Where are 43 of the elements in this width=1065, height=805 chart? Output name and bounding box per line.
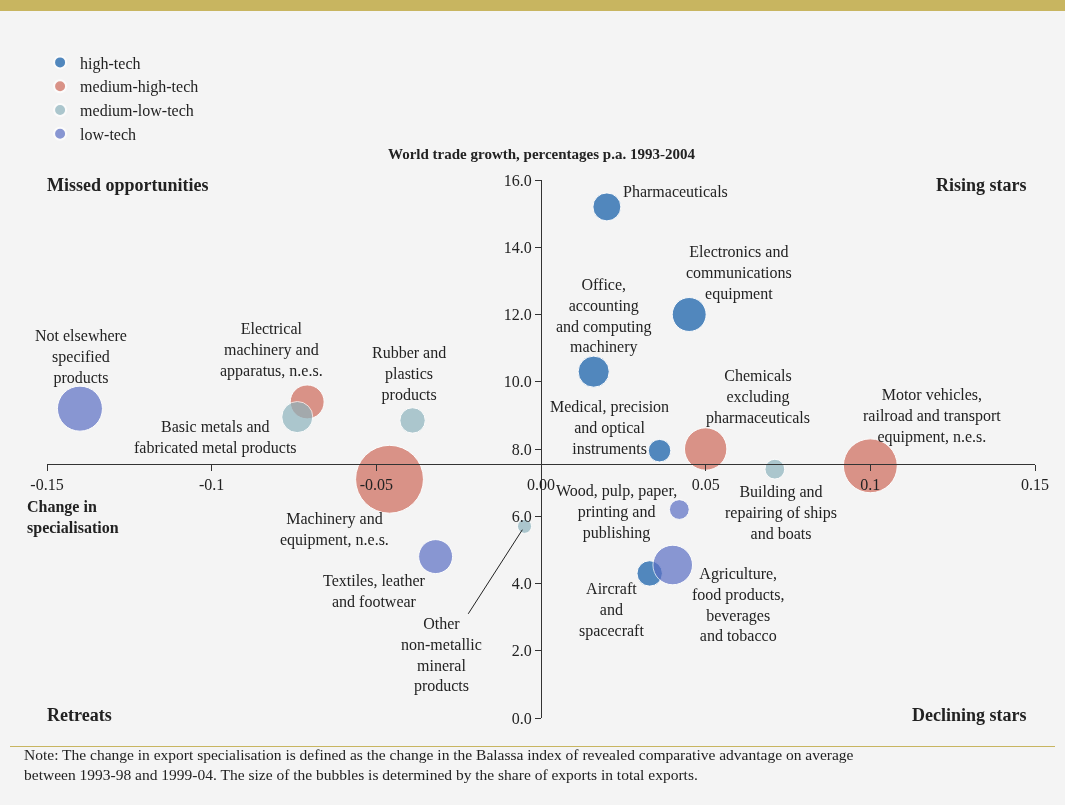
- annotation: Declining stars: [912, 705, 1027, 725]
- x-tick-label: -0.15: [30, 476, 64, 494]
- annotation: Agriculture, food products, beverages and tobacco: [692, 565, 785, 645]
- x-tick-label: -0.1: [199, 476, 225, 494]
- annotation: Machinery and equipment, n.e.s.: [280, 510, 389, 549]
- y-tick-label: 8.0: [511, 440, 532, 458]
- legend-label: low-tech: [80, 126, 137, 144]
- annotation: Rubber and plastics products: [372, 344, 447, 404]
- y-tick-label: 14.0: [503, 238, 532, 256]
- legend-label: high-tech: [80, 54, 141, 73]
- x-tick-label: 0.15: [1021, 476, 1049, 494]
- y-tick-label: 6.0: [511, 507, 532, 525]
- y-tick-label: 10.0: [503, 373, 532, 391]
- x-tick-label: 0.05: [691, 476, 720, 494]
- annotation: Not elsewhere specified products: [35, 327, 127, 387]
- annotation: Missed opportunities: [47, 175, 209, 195]
- y-tick-label: 4.0: [511, 575, 532, 593]
- text: Note: The change in export specialisation is defined as the change in the Balassa index of revealed comparative advantage on average between 1993-98 and 1999-04. The size of the bubbles is determined by the share of exports in total exports.: [24, 746, 854, 784]
- annotation: Textiles, leather and footwear: [323, 572, 426, 610]
- x-tick-label: 0.1: [860, 476, 881, 494]
- y-tick-label: 16.0: [503, 171, 532, 189]
- y-axis-title: World trade growth, percentages p.a. 1993-2004: [388, 146, 696, 162]
- annotation: Electronics and communications equipment: [686, 243, 792, 303]
- annotation: Basic metals and fabricated metal products: [134, 418, 297, 457]
- annotation: Office, accounting and computing machinery: [556, 276, 652, 357]
- x-axis-title: Change in specialisation: [27, 498, 119, 537]
- annotation: Retreats: [47, 705, 112, 725]
- annotation: Other non-metallic mineral products: [401, 615, 482, 696]
- annotation: Rising stars: [936, 175, 1027, 195]
- annotation: Chemicals excluding pharmaceuticals: [706, 367, 810, 427]
- y-tick-label: 12.0: [503, 306, 532, 324]
- y-tick-label: 2.0: [511, 642, 532, 660]
- annotation: Pharmaceuticals: [623, 183, 728, 200]
- legend-label: medium-high-tech: [80, 78, 199, 97]
- annotation: Electrical machinery and apparatus, n.e.s.: [220, 320, 323, 380]
- y-tick-label: 0.0: [511, 709, 532, 727]
- annotation: Aircraft and spacecraft: [579, 580, 645, 640]
- annotation: Motor vehicles, railroad and transport equipment, n.e.s.: [863, 386, 1002, 446]
- annotation: Wood, pulp, paper, printing and publishing: [556, 482, 678, 542]
- legend-label: medium-low-tech: [80, 102, 194, 120]
- x-tick-label: -0.05: [359, 476, 393, 494]
- annotation: Building and repairing of ships and boats: [725, 483, 837, 542]
- annotation: Medical, precision and optical instruments: [550, 398, 670, 457]
